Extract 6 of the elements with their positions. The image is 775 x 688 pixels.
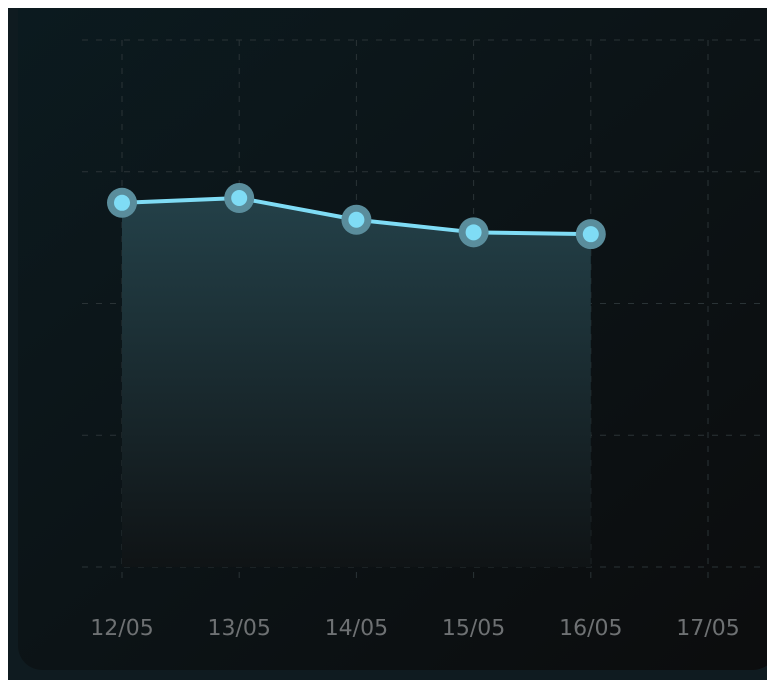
x-tick-label: 14/05 [324, 616, 388, 641]
x-tick-label: 13/05 [207, 616, 271, 641]
x-tick-label: 15/05 [442, 616, 506, 641]
x-tick-label: 16/05 [559, 616, 623, 641]
x-tick-label: 17/05 [676, 616, 740, 641]
x-tick-label: 12/05 [90, 616, 154, 641]
